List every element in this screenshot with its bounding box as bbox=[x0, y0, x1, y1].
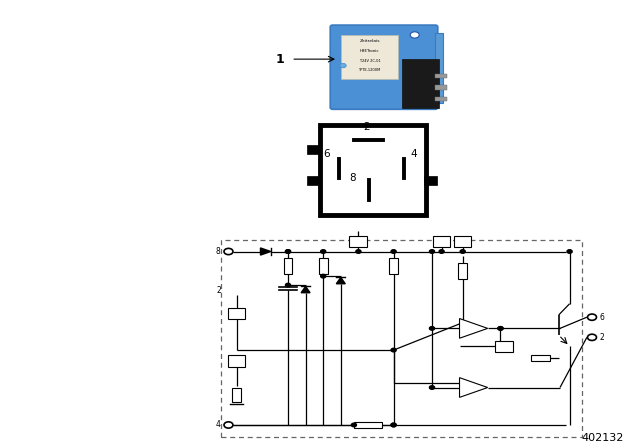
Bar bbox=[349, 236, 367, 247]
Bar bbox=[454, 236, 471, 247]
Circle shape bbox=[321, 250, 326, 253]
Text: 2: 2 bbox=[364, 122, 370, 132]
Circle shape bbox=[285, 283, 291, 287]
Text: Zeitrelais: Zeitrelais bbox=[360, 39, 380, 43]
Text: 4: 4 bbox=[411, 150, 417, 159]
Bar bbox=[435, 85, 447, 90]
Polygon shape bbox=[460, 378, 488, 397]
Circle shape bbox=[410, 32, 419, 38]
Text: 6: 6 bbox=[600, 313, 605, 322]
Bar bbox=[307, 176, 321, 185]
Bar bbox=[435, 97, 447, 101]
Circle shape bbox=[321, 274, 326, 278]
Circle shape bbox=[391, 423, 396, 427]
Bar bbox=[221, 240, 582, 437]
Polygon shape bbox=[460, 319, 488, 338]
Circle shape bbox=[498, 327, 503, 330]
Circle shape bbox=[567, 250, 572, 253]
Text: TPTE-1200M: TPTE-1200M bbox=[358, 69, 381, 73]
Circle shape bbox=[285, 250, 291, 253]
Circle shape bbox=[391, 423, 396, 427]
Text: 4: 4 bbox=[215, 421, 220, 430]
Bar bbox=[228, 308, 245, 319]
Bar bbox=[403, 59, 439, 108]
Bar bbox=[354, 422, 382, 428]
Bar bbox=[307, 145, 321, 154]
Bar bbox=[228, 355, 245, 367]
Text: 6: 6 bbox=[323, 150, 330, 159]
Text: 402132: 402132 bbox=[582, 433, 624, 443]
Bar bbox=[433, 236, 450, 247]
Circle shape bbox=[391, 250, 396, 253]
Bar bbox=[232, 388, 241, 402]
Circle shape bbox=[460, 250, 465, 253]
Text: 1: 1 bbox=[276, 52, 285, 66]
Bar bbox=[284, 258, 292, 274]
Circle shape bbox=[351, 423, 356, 427]
Bar bbox=[435, 33, 443, 103]
Text: T-24V 2C-01: T-24V 2C-01 bbox=[359, 59, 381, 63]
FancyBboxPatch shape bbox=[330, 25, 438, 109]
Circle shape bbox=[356, 250, 361, 253]
Bar bbox=[424, 176, 437, 185]
Circle shape bbox=[285, 250, 291, 253]
Text: 8: 8 bbox=[216, 247, 220, 256]
Text: HBETronic: HBETronic bbox=[360, 49, 380, 53]
Circle shape bbox=[429, 250, 435, 253]
Circle shape bbox=[391, 348, 396, 352]
Polygon shape bbox=[337, 277, 346, 284]
Text: 2: 2 bbox=[216, 286, 221, 295]
Bar bbox=[319, 258, 328, 274]
Bar bbox=[531, 355, 550, 361]
Bar bbox=[458, 263, 467, 279]
Bar bbox=[341, 35, 398, 79]
Circle shape bbox=[429, 327, 435, 330]
Bar bbox=[389, 258, 398, 274]
Polygon shape bbox=[301, 286, 310, 293]
Bar bbox=[495, 341, 513, 352]
Text: 2: 2 bbox=[600, 333, 604, 342]
Bar bbox=[435, 74, 447, 78]
Polygon shape bbox=[260, 248, 271, 255]
Bar bbox=[320, 125, 426, 215]
Text: 8: 8 bbox=[349, 173, 356, 183]
Circle shape bbox=[439, 250, 444, 253]
Circle shape bbox=[498, 327, 503, 330]
Circle shape bbox=[340, 63, 346, 68]
Circle shape bbox=[429, 386, 435, 389]
